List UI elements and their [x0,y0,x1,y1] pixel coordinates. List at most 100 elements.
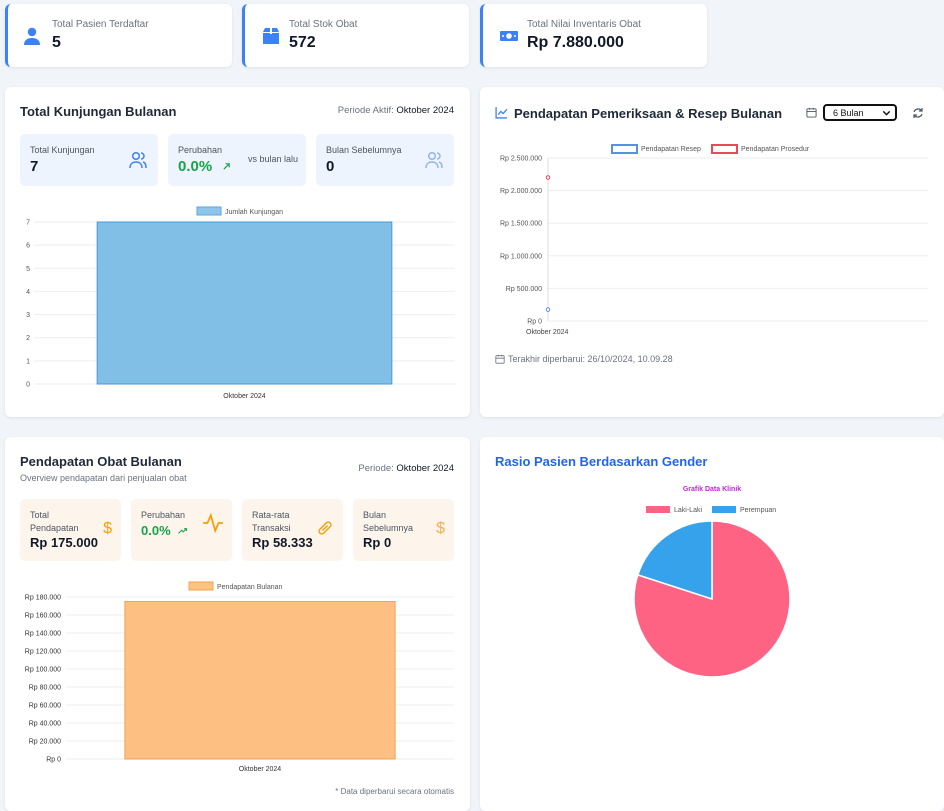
legend-label: Pendapatan Bulanan [217,584,282,591]
range-select[interactable]: 6 Bulan [823,104,897,121]
mini-label: Total Kunjungan [30,145,95,155]
legend-label: Pendapatan Prosedur [741,146,810,153]
stat-card-stok: Total Stok Obat 572 [242,4,469,67]
dollar-icon: $ [103,520,112,537]
y-tick-label: Rp 2.500.000 [500,156,542,163]
gender-card: Rasio Pasien Berdasarkan Gender Grafik D… [480,437,944,811]
data-point [545,175,551,180]
period-label: Periode: [358,463,394,474]
kunjungan-title: Total Kunjungan Bulanan [20,104,177,119]
y-tick-label: Rp 80.000 [29,685,61,692]
activity-icon [203,512,223,534]
y-tick-label: 1 [26,358,30,365]
y-tick-label: 6 [26,243,30,250]
mini-label: Pendapatan [30,523,79,533]
stat-value: Rp 7.880.000 [527,34,624,51]
line-chart-icon [495,107,508,119]
mini-label: Transaksi [252,523,291,533]
obat-card: Pendapatan Obat Bulanan Overview pendapa… [5,437,470,811]
obat-title: Pendapatan Obat Bulanan [20,454,182,469]
stat-card-pasien: Total Pasien Terdaftar 5 [5,4,232,67]
y-tick-label: Rp 20.000 [29,739,61,746]
mini-label: Sebelumnya [363,523,414,533]
mini-total-pendapatan: Total Pendapatan Rp 175.000 $ [20,499,121,561]
x-tick-label: Oktober 2024 [526,329,569,336]
pendapatan-card: Pendapatan Pemeriksaan & Resep Bulanan 6… [480,87,944,417]
mini-value: 0.0% [141,523,171,538]
y-tick-label: 2 [26,335,30,342]
mini-total-kunjungan: Total Kunjungan 7 [20,134,158,186]
gender-pie-chart: Grafik Data Klinik Laki-Laki Perempuan [633,486,791,678]
mini-value: Rp 175.000 [30,535,98,550]
legend-label: Perempuan [740,507,776,514]
pie-slice [636,520,713,601]
y-tick-label: Rp 140.000 [25,631,61,638]
y-tick-label: 3 [26,312,30,319]
x-tick-label: Oktober 2024 [223,393,266,400]
y-tick-label: Rp 1.000.000 [500,253,542,260]
legend-label: Jumlah Kunjungan [225,209,283,216]
pie-title: Grafik Data Klinik [683,486,741,493]
obat-period: Periode: Oktober 2024 [358,463,454,474]
mini-bulan-sebelumnya-obat: Bulan Sebelumnya Rp 0 $ [353,499,454,561]
kunjungan-period: Periode Aktif: Oktober 2024 [338,105,454,116]
pendapatan-title: Pendapatan Pemeriksaan & Resep Bulanan [514,106,783,121]
mini-value: Rp 58.333 [252,535,313,550]
trend-up-icon [178,528,188,534]
y-tick-label: 0 [26,382,30,389]
updated-text: Terakhir diperbarui: 26/10/2024, 10.09.2… [508,354,673,364]
legend-swatch [188,581,214,591]
refresh-icon[interactable] [912,107,924,119]
legend-label: Laki-Laki [674,507,702,514]
users-icon [425,151,443,169]
mini-rata-rata: Rata-rata Transaksi Rp 58.333 [242,499,343,561]
mini-label: Perubahan [141,510,186,520]
mini-perubahan: Perubahan 0.0% vs bulan lalu [168,134,306,186]
legend-swatch [196,206,222,216]
y-tick-label: Rp 160.000 [25,613,61,620]
legend-swatch [712,506,736,513]
kunjungan-card: Total Kunjungan Bulanan Periode Aktif: O… [5,87,470,417]
mini-label: Rata-rata [252,510,290,520]
y-tick-label: Rp 60.000 [29,703,61,710]
mini-value: 0 [326,158,335,175]
trend-up-icon [223,163,230,170]
mini-value: Rp 0 [363,535,392,550]
user-icon [24,27,40,45]
y-tick-label: 7 [26,220,30,227]
y-tick-label: Rp 2.000.000 [500,188,542,195]
period-value: Oktober 2024 [396,463,454,474]
dollar-icon: $ [436,520,445,537]
y-tick-label: Rp 180.000 [25,595,61,602]
stat-value: 572 [289,34,316,51]
mini-label: Bulan Sebelumnya [326,145,402,155]
mini-bulan-sebelumnya: Bulan Sebelumnya 0 [316,134,454,186]
y-tick-label: Rp 40.000 [29,721,61,728]
period-value: Oktober 2024 [396,105,454,116]
legend-swatch [711,144,738,154]
mini-label: Total [30,510,50,520]
mini-label: Bulan [363,510,387,520]
kunjungan-bar-chart: Jumlah Kunjungan 0 1 2 3 4 5 6 7 Oktober 2024 [26,206,455,400]
bar [96,221,393,385]
stat-label: Total Nilai Inventaris Obat [527,19,641,30]
period-label: Periode Aktif: [337,105,394,116]
stat-card-inventaris: Total Nilai Inventaris Obat Rp 7.880.000 [480,4,707,67]
x-tick-label: Oktober 2024 [239,766,282,773]
gender-title: Rasio Pasien Berdasarkan Gender [495,454,708,469]
y-tick-label: 5 [26,266,30,273]
mini-value: 7 [30,158,39,175]
mini-note: vs bulan lalu [247,154,298,164]
legend-swatch [646,506,670,513]
calendar-icon [806,107,817,118]
y-tick-label: Rp 1.500.000 [500,221,542,228]
mini-value: 0.0% [178,158,213,175]
range-select-value: 6 Bulan [833,108,864,118]
bar [124,601,396,760]
y-tick-label: Rp 0 [527,319,542,326]
legend-swatch [611,144,638,154]
stat-label: Total Stok Obat [289,19,358,30]
y-tick-label: Rp 500.000 [506,286,542,293]
calendar-icon [495,354,505,364]
legend-label: Pendapatan Resep [641,146,701,153]
